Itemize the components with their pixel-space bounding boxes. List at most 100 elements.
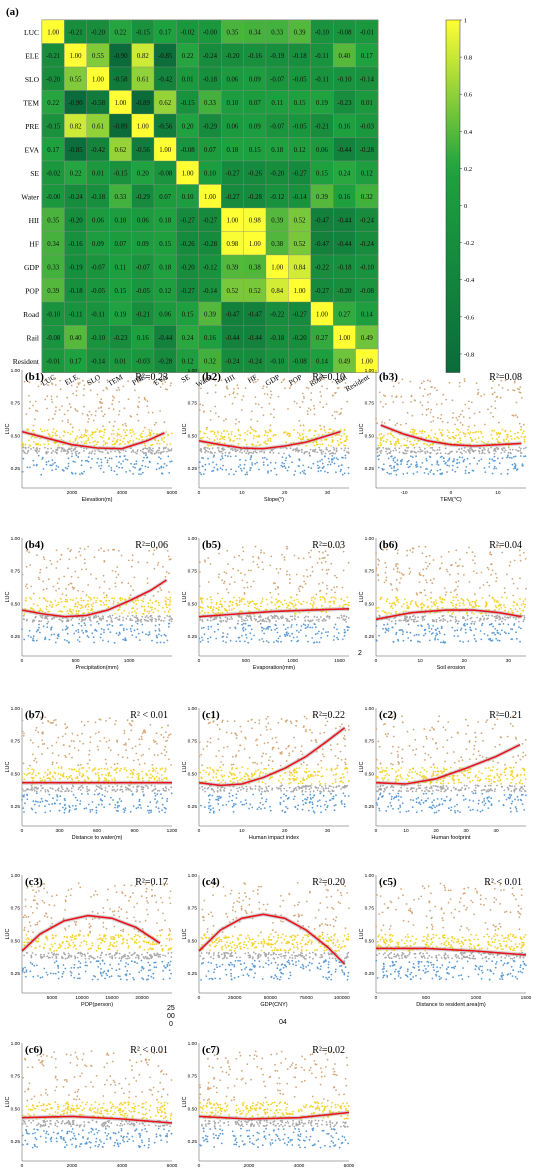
scatter-point [468,417,471,419]
scatter-point [287,632,290,635]
scatter-point [226,549,229,552]
x-tick-label: 500 [242,658,250,664]
scatter-point [103,559,106,562]
scatter-point [442,614,445,617]
cell-value: 1.00 [226,217,238,224]
scatter-point [125,425,127,427]
scatter-point [100,767,103,770]
scatter-point [244,459,247,462]
scatter-point [322,450,325,453]
cell-value: 0.16 [338,123,350,130]
scatter-point [472,469,475,472]
scatter-point [28,394,30,397]
scatter-point [235,640,238,643]
scatter-point [311,619,314,622]
scatter-point [407,620,409,623]
scatter-point [523,551,525,554]
scatter-point [75,390,78,392]
scatter-point [56,395,58,398]
col-label: Resident [344,372,372,393]
scatter-point [29,564,32,566]
scatter-point [287,626,289,629]
row-label: GDP [24,263,39,272]
scatter-point [446,471,448,473]
scatter-point [454,616,457,618]
scatter-point [266,603,269,606]
cell-value: -0.01 [360,29,374,36]
scatter-point [302,438,304,441]
scatter-point [87,720,89,723]
scatter-point [166,615,169,617]
scatter-point [54,384,57,386]
scatter-point [453,458,455,460]
scatter-point [140,599,143,602]
scatter-point [451,564,453,566]
cell-value: 0.01 [361,100,373,107]
scatter-point [167,788,170,791]
cell-value: -0.07 [136,264,151,271]
scatter-point [302,600,305,603]
scatter-point [151,601,154,604]
scatter-point [235,599,238,602]
scatter-point [226,636,228,638]
cell-value: -0.20 [69,217,84,224]
scatter-point [94,732,97,735]
scatter-point [328,460,331,463]
scatter-point [160,778,163,781]
scatter-point [310,392,313,394]
scatter-point [72,599,74,601]
scatter-point [479,587,481,589]
x-axis-label: Elevation(m) [82,497,113,503]
scatter-point [146,448,148,450]
scatter-point [456,466,459,469]
scatter-point [417,624,420,627]
scatter-point [519,577,521,580]
scatter-point [77,589,79,592]
scatter-point [409,603,412,606]
scatter-point [25,774,28,776]
scatter-point [505,434,508,436]
scatter-point [263,451,266,453]
scatter-point [449,619,452,622]
scatter-point [501,457,504,459]
scatter-point [100,398,103,401]
scatter-point [288,435,290,438]
scatter-point [405,452,408,455]
scatter-point [90,609,92,612]
scatter-point [291,618,293,621]
scatter-point [147,805,149,808]
scatter-point [501,428,504,431]
scatter-point [508,444,510,447]
scatter-point [423,589,426,592]
scatter-point [69,550,71,553]
scatter-point [421,617,424,619]
scatter-point [316,443,319,446]
y-axis-label: LUC [5,591,11,602]
scatter-point [122,429,125,431]
scatter-point [377,466,380,469]
scatter-point [52,585,55,588]
x-tick-label: 6000 [167,490,178,496]
scatter-point [66,449,69,451]
scatter-point [235,470,237,473]
cell-value: -0.90 [113,53,128,60]
scatter-point [400,444,403,447]
scatter-point [157,615,160,618]
scatter-point [436,463,438,465]
scatter-point [141,732,144,735]
scatter-point [50,601,53,604]
scatter-point [311,604,314,607]
scatter-point [452,599,455,602]
scatter-point [274,434,277,436]
scatter-point [499,633,502,636]
scatter-point [461,410,464,412]
scatter-point [22,807,25,809]
scatter-point [133,616,136,618]
scatter-point [160,619,163,622]
cell-value: -0.11 [315,53,329,60]
scatter-point [46,407,48,410]
scatter-point [164,388,167,390]
scatter-point [428,554,431,557]
scatter-point [410,463,413,466]
scatter-point [127,615,129,617]
